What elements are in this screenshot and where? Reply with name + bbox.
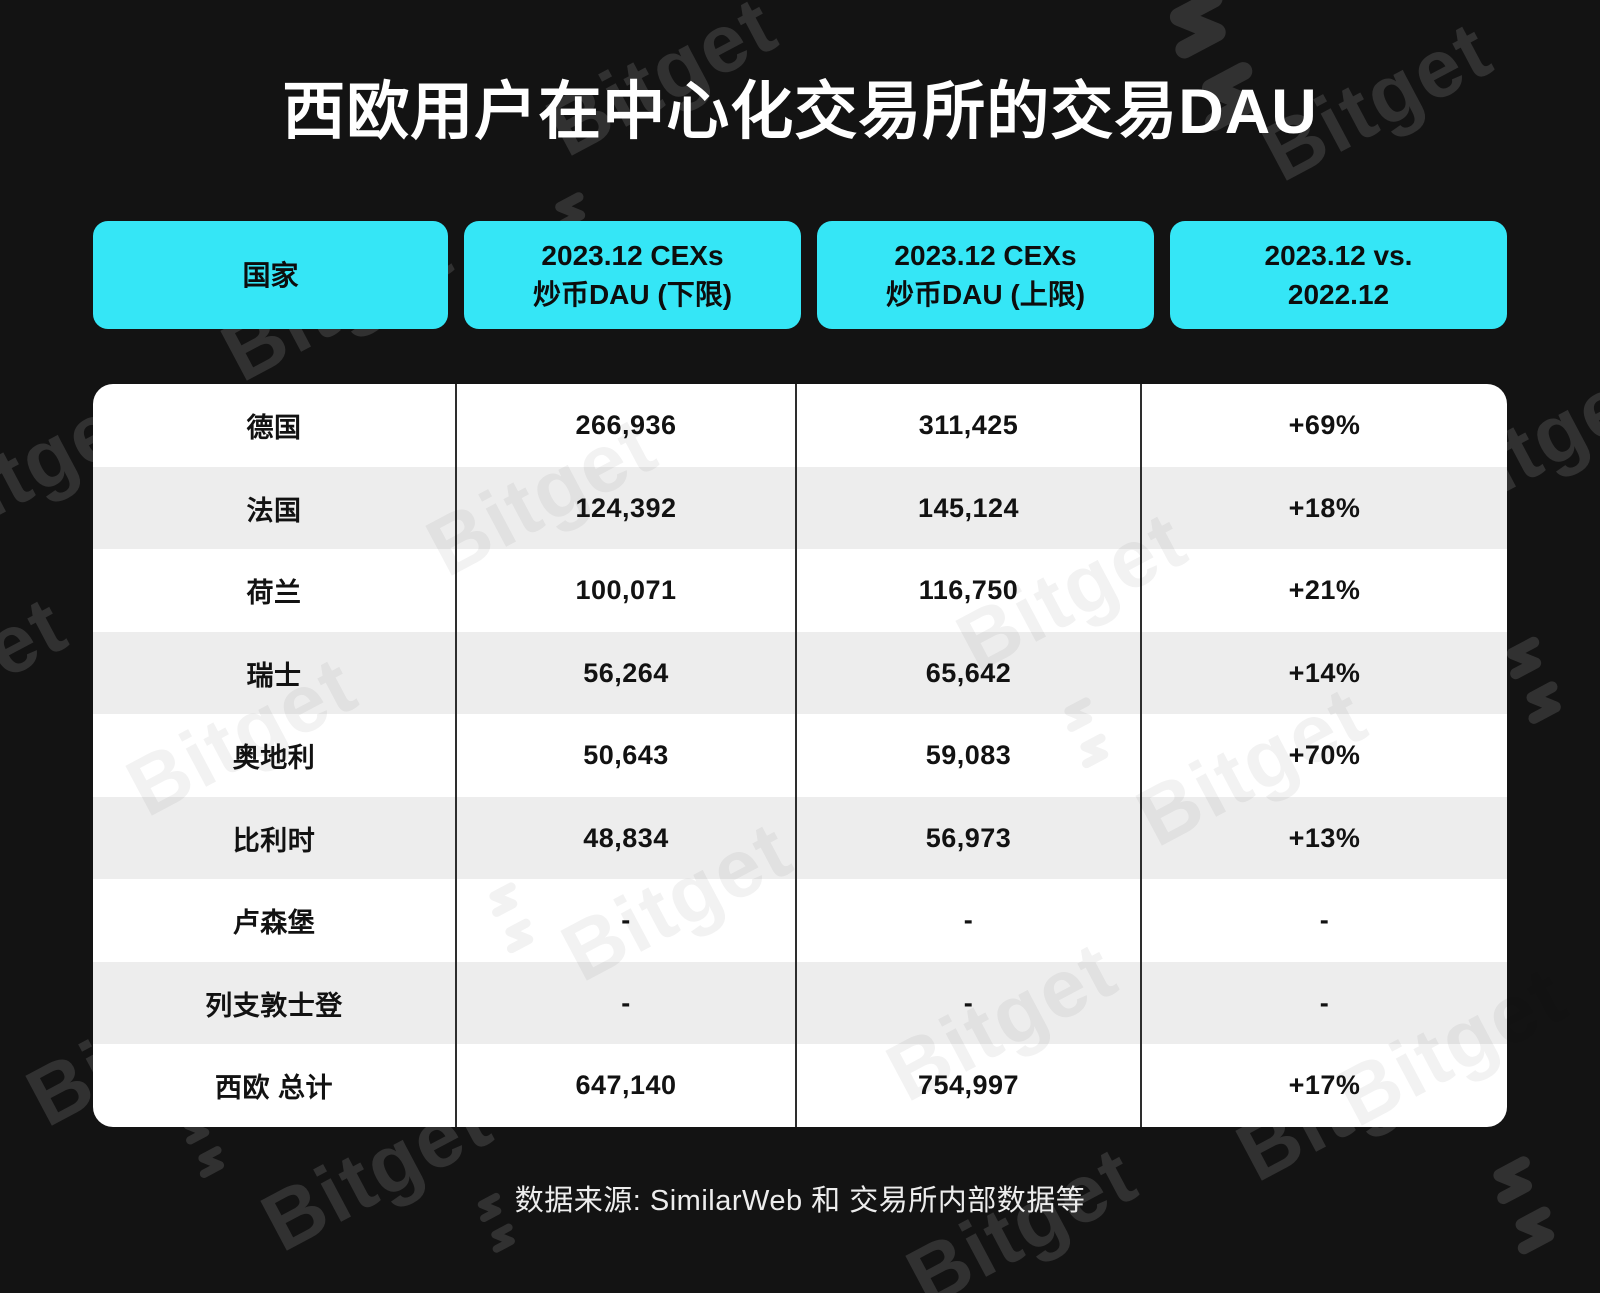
value-cell: 124,392 bbox=[455, 466, 795, 550]
value-cell: 59,083 bbox=[795, 714, 1140, 797]
value-cell: - bbox=[795, 879, 1140, 962]
value-cell: 50,643 bbox=[455, 714, 795, 797]
value-cell: 754,997 bbox=[795, 1044, 1140, 1127]
table-row: 荷兰 100,071 116,750 +21% bbox=[93, 549, 1507, 632]
value-cell: +14% bbox=[1140, 631, 1507, 715]
value-cell: 100,071 bbox=[455, 549, 795, 632]
header-dau-lower: 2023.12 CEXs 炒币DAU (下限) bbox=[464, 221, 801, 330]
page-title: 西欧用户在中心化交易所的交易DAU bbox=[282, 77, 1318, 147]
value-cell: - bbox=[455, 879, 795, 962]
value-cell: - bbox=[795, 961, 1140, 1045]
header-dau-upper: 2023.12 CEXs 炒币DAU (上限) bbox=[817, 221, 1154, 330]
country-cell: 德国 bbox=[246, 413, 302, 444]
table-row: 法国 124,392 145,124 +18% bbox=[93, 466, 1507, 550]
value-cell: 48,834 bbox=[455, 796, 795, 880]
table-row: 奥地利 50,643 59,083 +70% bbox=[93, 714, 1507, 797]
value-cell: 145,124 bbox=[795, 466, 1140, 550]
value-cell: +70% bbox=[1140, 714, 1507, 797]
value-cell: 116,750 bbox=[795, 549, 1140, 632]
country-cell: 荷兰 bbox=[246, 578, 302, 609]
value-cell: - bbox=[455, 961, 795, 1045]
value-cell: +69% bbox=[1140, 384, 1507, 467]
table-row: 比利时 48,834 56,973 +13% bbox=[93, 796, 1507, 880]
country-cell: 西欧 总计 bbox=[214, 1073, 333, 1104]
value-cell: 56,973 bbox=[795, 796, 1140, 880]
value-cell: +17% bbox=[1140, 1044, 1507, 1127]
table-row: 瑞士 56,264 65,642 +14% bbox=[93, 631, 1507, 715]
data-table: 德国 266,936 311,425 +69% 法国 124,392 145,124 +18%… bbox=[93, 384, 1507, 1127]
table-header-row: 国家 2023.12 CEXs 炒币DAU (下限) 2023.12 CEXs … bbox=[93, 221, 1507, 330]
table-row: 德国 266,936 311,425 +69% bbox=[93, 384, 1507, 467]
value-cell: +13% bbox=[1140, 796, 1507, 880]
value-cell: - bbox=[1140, 961, 1507, 1045]
country-cell: 法国 bbox=[246, 495, 302, 526]
table-row: 列支敦士登 - - - bbox=[93, 961, 1507, 1045]
header-country: 国家 bbox=[93, 221, 448, 330]
value-cell: +21% bbox=[1140, 549, 1507, 632]
table-row: 卢森堡 - - - bbox=[93, 879, 1507, 962]
data-source: 数据来源: SimilarWeb 和 交易所内部数据等 bbox=[514, 1184, 1086, 1217]
country-cell: 列支敦士登 bbox=[205, 990, 343, 1021]
value-cell: 266,936 bbox=[455, 384, 795, 467]
country-cell: 卢森堡 bbox=[232, 908, 316, 939]
value-cell: - bbox=[1140, 879, 1507, 962]
header-yoy-change: 2023.12 vs. 2022.12 bbox=[1170, 221, 1507, 330]
table-row: 西欧 总计 647,140 754,997 +17% bbox=[93, 1044, 1507, 1127]
value-cell: 311,425 bbox=[795, 384, 1140, 467]
country-cell: 比利时 bbox=[232, 825, 316, 856]
value-cell: 56,264 bbox=[455, 631, 795, 715]
value-cell: +18% bbox=[1140, 466, 1507, 550]
value-cell: 65,642 bbox=[795, 631, 1140, 715]
country-cell: 瑞士 bbox=[246, 660, 302, 691]
value-cell: 647,140 bbox=[455, 1044, 795, 1127]
infographic: 西欧用户在中心化交易所的交易DAU 国家 2023.12 CEXs 炒币DAU … bbox=[93, 77, 1507, 1217]
country-cell: 奥地利 bbox=[232, 743, 316, 774]
